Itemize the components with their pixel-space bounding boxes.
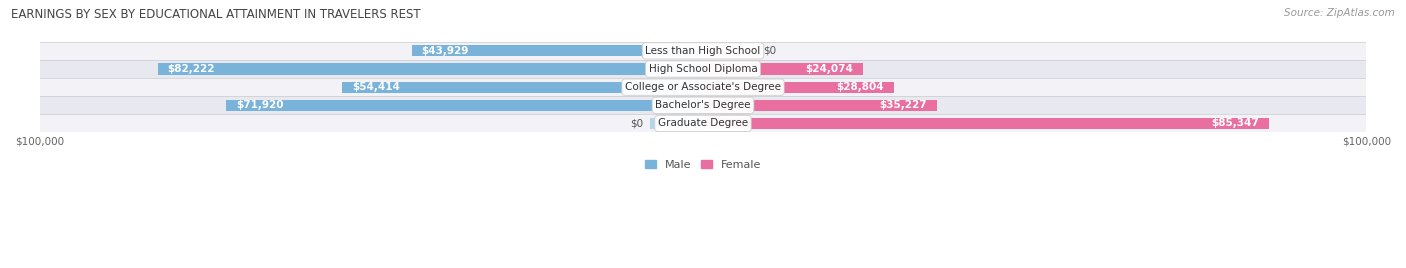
Text: High School Diploma: High School Diploma [648, 64, 758, 74]
Text: $43,929: $43,929 [422, 46, 468, 56]
Legend: Male, Female: Male, Female [641, 155, 765, 174]
Text: $35,227: $35,227 [879, 100, 927, 110]
Text: $71,920: $71,920 [236, 100, 283, 110]
Text: Bachelor's Degree: Bachelor's Degree [655, 100, 751, 110]
Bar [157, 64, 703, 75]
Bar [39, 78, 1367, 96]
Bar [703, 118, 1270, 129]
Bar [650, 118, 703, 129]
Bar [703, 81, 894, 93]
Text: $54,414: $54,414 [352, 82, 399, 92]
Bar [39, 96, 1367, 114]
Bar [39, 42, 1367, 60]
Bar [412, 45, 703, 57]
Text: College or Associate's Degree: College or Associate's Degree [626, 82, 780, 92]
Bar [703, 100, 936, 111]
Text: Graduate Degree: Graduate Degree [658, 118, 748, 128]
Bar [703, 45, 756, 57]
Text: $24,074: $24,074 [804, 64, 853, 74]
Bar [39, 114, 1367, 132]
Text: $0: $0 [630, 118, 644, 128]
Bar [342, 81, 703, 93]
Text: EARNINGS BY SEX BY EDUCATIONAL ATTAINMENT IN TRAVELERS REST: EARNINGS BY SEX BY EDUCATIONAL ATTAINMEN… [11, 8, 420, 21]
Bar [39, 60, 1367, 78]
Bar [703, 64, 863, 75]
Text: $85,347: $85,347 [1212, 118, 1260, 128]
Bar [226, 100, 703, 111]
Text: Less than High School: Less than High School [645, 46, 761, 56]
Text: $0: $0 [762, 46, 776, 56]
Text: Source: ZipAtlas.com: Source: ZipAtlas.com [1284, 8, 1395, 18]
Text: $28,804: $28,804 [837, 82, 884, 92]
Text: $82,222: $82,222 [167, 64, 215, 74]
